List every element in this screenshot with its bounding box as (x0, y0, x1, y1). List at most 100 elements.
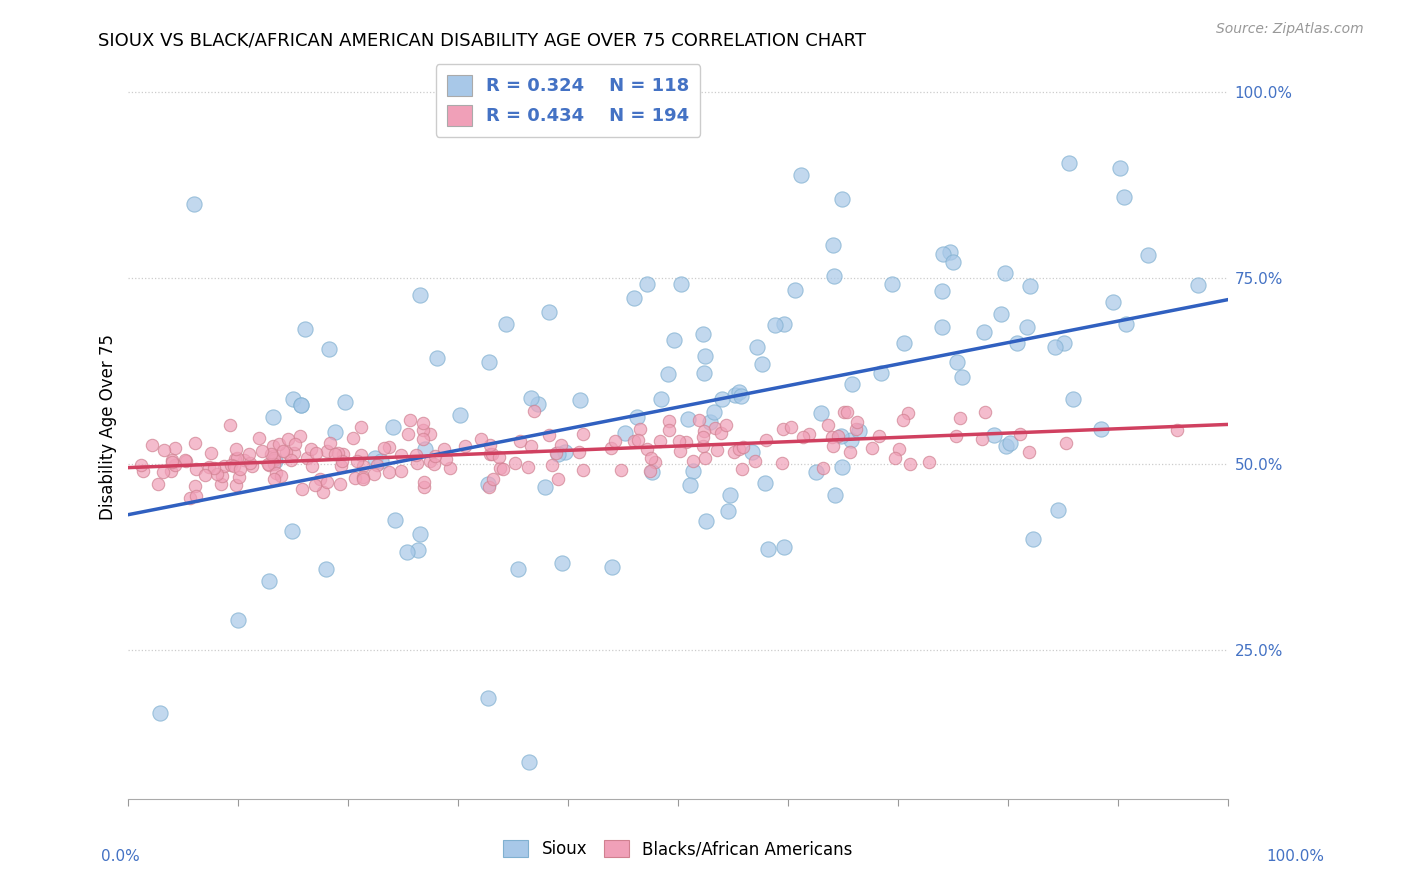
Point (225, 442, 247, 457)
Point (945, 429, 967, 443)
Point (827, 429, 849, 443)
Point (938, 244, 960, 259)
Point (998, 435, 1021, 450)
Point (396, 427, 419, 442)
Point (200, 445, 222, 459)
Point (949, 410, 972, 425)
Point (238, 446, 260, 460)
Point (741, 445, 763, 459)
Point (520, 391, 543, 405)
Point (887, 442, 910, 456)
Point (211, 469, 233, 483)
Point (932, 247, 955, 261)
Point (783, 283, 806, 297)
Point (228, 470, 250, 484)
Point (770, 456, 793, 470)
Point (389, 464, 412, 478)
Point (378, 440, 401, 454)
Point (270, 468, 292, 483)
Point (152, 442, 174, 457)
Point (174, 453, 197, 467)
Point (481, 447, 503, 461)
Point (184, 479, 207, 493)
Point (995, 438, 1018, 452)
Point (288, 429, 311, 443)
Y-axis label: Disability Age Over 75: Disability Age Over 75 (100, 334, 117, 520)
Point (148, 477, 170, 491)
Point (650, 392, 672, 406)
Point (363, 467, 385, 482)
Point (240, 459, 263, 474)
Point (1043, 340, 1066, 354)
Point (219, 417, 242, 432)
Point (1008, 426, 1031, 441)
Point (1007, 336, 1029, 351)
Point (891, 413, 914, 427)
Point (162, 452, 184, 467)
Point (184, 489, 207, 503)
Point (614, 425, 637, 440)
Point (225, 451, 247, 466)
Point (301, 458, 323, 473)
Point (329, 459, 352, 474)
Point (370, 454, 392, 468)
Point (330, 453, 353, 467)
Point (610, 463, 633, 477)
Point (1018, 278, 1040, 293)
Point (692, 430, 714, 444)
Point (449, 408, 471, 422)
Point (917, 455, 939, 469)
Point (412, 423, 434, 437)
Point (479, 447, 502, 461)
Point (845, 422, 868, 436)
Point (319, 436, 342, 450)
Point (129, 458, 152, 472)
Point (733, 440, 755, 454)
Point (413, 442, 436, 456)
Point (626, 434, 648, 448)
Point (668, 434, 690, 448)
Point (343, 471, 366, 485)
Point (263, 472, 285, 486)
Point (821, 439, 844, 453)
Point (724, 388, 747, 402)
Point (868, 429, 890, 443)
Point (312, 485, 335, 500)
Point (384, 513, 406, 527)
Point (382, 419, 405, 434)
Point (839, 433, 862, 447)
Point (257, 457, 280, 471)
Point (636, 277, 658, 291)
Point (226, 613, 249, 627)
Point (352, 470, 374, 484)
Point (538, 428, 561, 442)
Point (413, 480, 436, 494)
Point (141, 438, 163, 452)
Point (718, 488, 741, 502)
Point (423, 450, 446, 464)
Point (378, 465, 401, 479)
Point (281, 392, 304, 406)
Point (831, 459, 853, 474)
Point (1022, 532, 1045, 546)
Point (495, 318, 517, 332)
Point (149, 706, 172, 721)
Point (623, 291, 645, 305)
Point (846, 415, 869, 429)
Point (823, 268, 845, 283)
Point (994, 266, 1017, 280)
Point (942, 255, 965, 269)
Point (333, 395, 356, 409)
Point (350, 449, 373, 463)
Point (568, 444, 591, 458)
Point (323, 447, 346, 461)
Point (703, 421, 725, 435)
Point (751, 357, 773, 371)
Point (523, 403, 546, 417)
Point (506, 562, 529, 576)
Point (413, 475, 436, 490)
Point (257, 574, 280, 588)
Point (897, 406, 920, 420)
Point (263, 453, 285, 467)
Point (730, 389, 752, 403)
